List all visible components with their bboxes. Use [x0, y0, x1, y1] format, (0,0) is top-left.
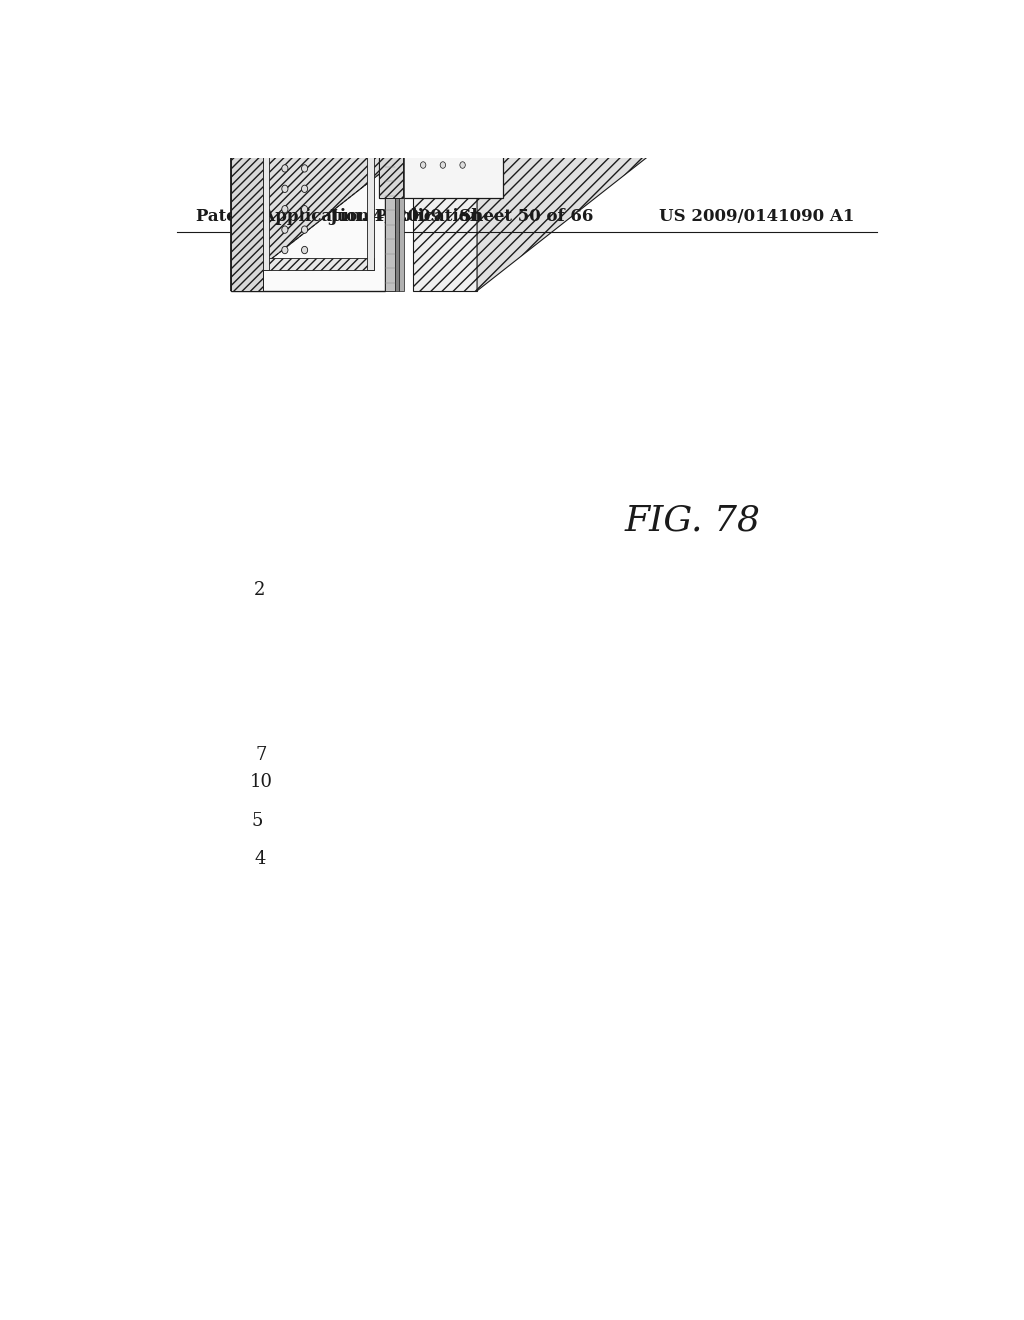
Ellipse shape — [282, 226, 288, 234]
Ellipse shape — [306, 96, 333, 110]
Ellipse shape — [460, 129, 465, 136]
Ellipse shape — [309, 99, 330, 108]
Polygon shape — [293, 127, 297, 129]
Text: Jun. 4, 2009   Sheet 50 of 66: Jun. 4, 2009 Sheet 50 of 66 — [330, 207, 594, 224]
Polygon shape — [368, 0, 374, 271]
Ellipse shape — [421, 162, 426, 168]
Ellipse shape — [301, 185, 307, 193]
Ellipse shape — [301, 34, 307, 41]
Polygon shape — [230, 0, 446, 290]
Ellipse shape — [460, 162, 465, 168]
Polygon shape — [263, 0, 269, 271]
Text: 2: 2 — [254, 581, 265, 598]
Ellipse shape — [282, 165, 288, 172]
Ellipse shape — [282, 185, 288, 193]
Polygon shape — [379, 42, 403, 198]
Polygon shape — [303, 117, 306, 120]
Ellipse shape — [421, 96, 426, 103]
Ellipse shape — [421, 67, 426, 74]
Text: Patent Application Publication: Patent Application Publication — [196, 207, 482, 224]
Polygon shape — [230, 0, 263, 290]
Ellipse shape — [282, 13, 288, 21]
Ellipse shape — [440, 129, 445, 136]
Text: 4: 4 — [254, 850, 265, 869]
Polygon shape — [413, 0, 477, 290]
Ellipse shape — [282, 34, 288, 41]
Polygon shape — [394, 0, 399, 290]
Ellipse shape — [421, 129, 426, 136]
Polygon shape — [304, 127, 309, 129]
Ellipse shape — [440, 67, 445, 74]
Polygon shape — [299, 116, 302, 119]
Polygon shape — [298, 128, 300, 131]
Ellipse shape — [298, 94, 340, 112]
Polygon shape — [308, 121, 313, 123]
Ellipse shape — [301, 165, 307, 172]
Ellipse shape — [460, 67, 465, 74]
Polygon shape — [301, 128, 304, 131]
Polygon shape — [291, 117, 295, 120]
Polygon shape — [295, 116, 298, 119]
Polygon shape — [286, 124, 291, 125]
Polygon shape — [399, 0, 404, 290]
Polygon shape — [289, 125, 294, 128]
Polygon shape — [263, 259, 374, 271]
Ellipse shape — [296, 121, 303, 125]
Ellipse shape — [440, 162, 445, 168]
Polygon shape — [477, 0, 692, 290]
Ellipse shape — [440, 96, 445, 103]
Text: 10: 10 — [250, 774, 273, 791]
Text: 5: 5 — [252, 812, 263, 829]
Ellipse shape — [460, 96, 465, 103]
Polygon shape — [379, 42, 503, 198]
Ellipse shape — [301, 206, 307, 213]
Ellipse shape — [282, 247, 288, 253]
Polygon shape — [385, 0, 394, 290]
Polygon shape — [306, 119, 310, 121]
Polygon shape — [287, 120, 292, 121]
Ellipse shape — [303, 95, 336, 111]
Ellipse shape — [301, 226, 307, 234]
Text: FIG. 78: FIG. 78 — [625, 503, 761, 537]
Polygon shape — [307, 125, 312, 127]
Polygon shape — [230, 0, 385, 290]
Text: US 2009/0141090 A1: US 2009/0141090 A1 — [659, 207, 854, 224]
Ellipse shape — [301, 247, 307, 253]
Ellipse shape — [301, 13, 307, 21]
Ellipse shape — [313, 100, 326, 106]
Text: 7: 7 — [256, 746, 267, 764]
Ellipse shape — [282, 206, 288, 213]
Ellipse shape — [294, 120, 306, 127]
Ellipse shape — [298, 123, 302, 124]
Polygon shape — [379, 0, 600, 42]
